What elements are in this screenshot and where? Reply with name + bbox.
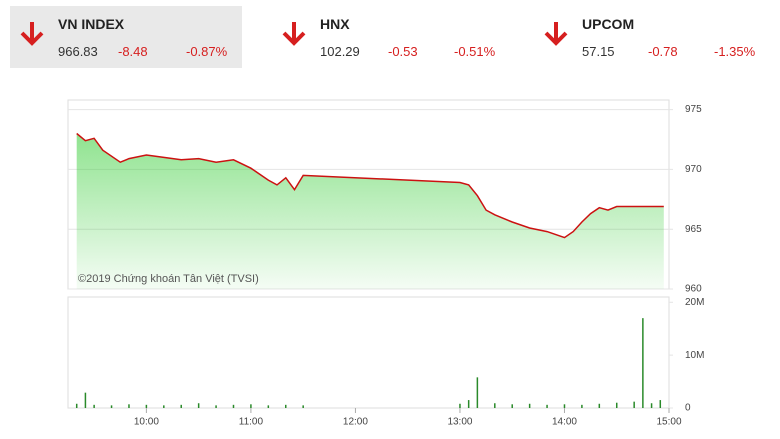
price-area: [76, 133, 664, 289]
y-tick-label: 965: [685, 224, 702, 235]
x-tick-label: 11:00: [239, 417, 264, 428]
volume-bar: [615, 402, 618, 408]
index-change: -0.53: [388, 44, 418, 59]
index-name: HNX: [320, 16, 350, 32]
volume-bar: [581, 404, 583, 408]
volume-bar: [642, 318, 644, 408]
volume-bar: [215, 405, 217, 408]
volume-bar: [128, 404, 130, 408]
index-tab[interactable]: VN INDEX 966.83 -8.48 -0.87%: [10, 6, 242, 68]
index-tab[interactable]: UPCOM 57.15 -0.78 -1.35%: [534, 6, 766, 68]
volume-bar: [563, 404, 566, 408]
volume-bar: [197, 403, 200, 408]
index-percent: -0.87%: [186, 44, 228, 59]
index-value: 102.29: [320, 44, 360, 59]
volume-bar: [476, 377, 479, 408]
index-percent: -0.51%: [454, 44, 496, 59]
volume-bar: [180, 404, 182, 408]
volume-frame: [67, 296, 670, 409]
price-line: [76, 132, 664, 239]
volume-bar: [285, 404, 287, 408]
volume-bar: [659, 400, 662, 408]
volume-bar: [84, 392, 87, 408]
volume-bar: [232, 404, 235, 408]
index-value: 57.15: [582, 44, 615, 59]
y-tick-label: 20M: [685, 297, 704, 308]
index-tab[interactable]: HNX 102.29 -0.53 -0.51%: [272, 6, 504, 68]
price-frame: [67, 99, 670, 290]
index-name: VN INDEX: [58, 16, 125, 32]
volume-bar: [598, 403, 601, 408]
x-tick-label: 13:00: [447, 417, 472, 428]
volume-bar: [546, 404, 548, 408]
watermark: ©2019 Chứng khoán Tân Việt (TVSI): [78, 273, 259, 285]
y-tick-label: 975: [685, 104, 702, 115]
y-tick-label: 0: [685, 403, 691, 414]
index-name: UPCOM: [582, 16, 635, 32]
volume-bar: [650, 403, 653, 408]
down-arrow: [544, 22, 568, 46]
index-value: 966.83: [58, 44, 98, 59]
down-arrow: [20, 22, 44, 46]
volume-bar: [110, 405, 113, 408]
volume-bar: [267, 405, 270, 408]
y-tick-label: 10M: [685, 350, 704, 361]
volume-bar: [75, 403, 78, 408]
volume-bar: [511, 404, 513, 408]
volume-bar: [93, 404, 95, 408]
index-change: -8.48: [118, 44, 148, 59]
volume-bar: [459, 403, 461, 408]
volume-bar: [163, 405, 165, 408]
down-arrow: [282, 22, 306, 46]
y-tick-label: 970: [685, 164, 702, 175]
volume-bar: [145, 404, 148, 408]
x-tick-label: 10:00: [134, 417, 159, 428]
index-change: -0.78: [648, 44, 678, 59]
volume-bar: [528, 403, 531, 408]
volume-bar: [494, 403, 496, 408]
volume-bar: [302, 405, 304, 408]
volume-bar: [250, 404, 252, 408]
x-tick-label: 14:00: [552, 417, 577, 428]
x-tick-label: 12:00: [343, 417, 368, 428]
volume-bar: [467, 400, 470, 408]
x-tick-label: 15:00: [656, 417, 681, 428]
index-percent: -1.35%: [714, 44, 756, 59]
y-tick-label: 960: [685, 284, 702, 295]
volume-bar: [633, 401, 635, 408]
